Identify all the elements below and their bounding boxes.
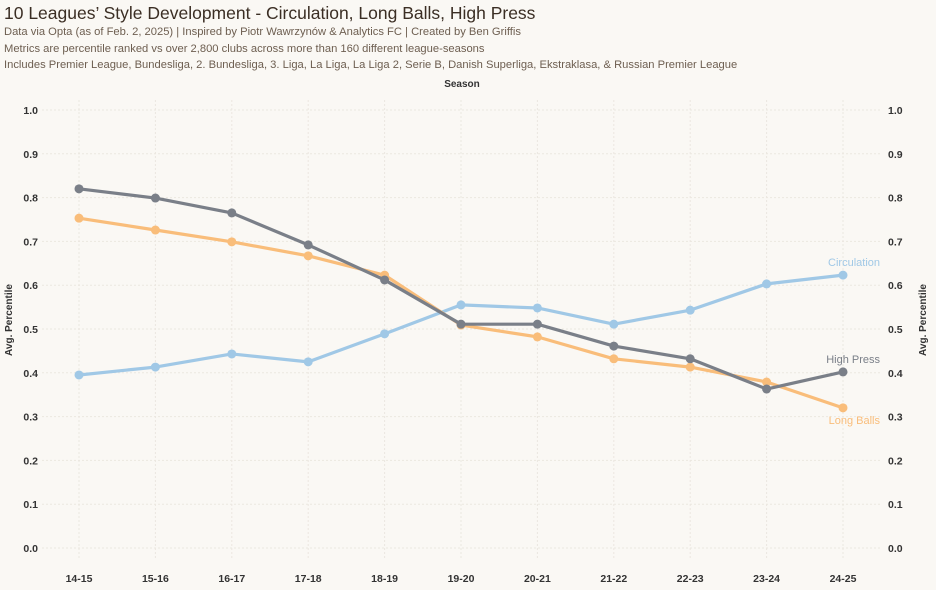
data-point-high-press: [456, 319, 466, 329]
subtitle-source: Data via Opta (as of Feb. 2, 2025) | Ins…: [4, 26, 521, 38]
series-label-long-balls: Long Balls: [829, 415, 881, 427]
data-point-circulation: [227, 349, 237, 359]
y-tick-label-right: 0.2: [888, 455, 903, 467]
y-tick-label-left: 0.3: [23, 412, 38, 424]
data-point-high-press: [609, 341, 619, 351]
y-tick-label-left: 0.9: [23, 149, 38, 161]
x-tick-label: 19-20: [448, 573, 475, 585]
x-tick-label: 16-17: [218, 573, 245, 585]
data-point-high-press: [150, 193, 160, 203]
x-tick-label: 20-21: [524, 573, 551, 585]
y-tick-label-right: 0.3: [888, 412, 903, 424]
data-point-high-press: [380, 275, 390, 285]
data-point-long-balls: [838, 403, 848, 413]
x-axis-title: Season: [444, 79, 480, 90]
data-point-high-press: [838, 367, 848, 377]
data-point-high-press: [74, 184, 84, 194]
y-tick-label-left: 1.0: [23, 105, 38, 117]
x-tick-label: 24-25: [830, 573, 857, 585]
x-tick-label: 18-19: [371, 573, 398, 585]
data-point-circulation: [609, 319, 619, 329]
data-point-long-balls: [150, 225, 160, 235]
data-point-circulation: [303, 357, 313, 367]
data-point-circulation: [380, 329, 390, 339]
y-tick-label-right: 0.0: [888, 543, 903, 555]
data-point-long-balls: [762, 377, 772, 387]
y-tick-label-right: 0.7: [888, 236, 903, 248]
data-point-long-balls: [74, 213, 84, 223]
data-point-circulation: [150, 362, 160, 372]
x-tick-label: 17-18: [295, 573, 322, 585]
data-point-circulation: [685, 305, 695, 315]
data-point-long-balls: [227, 237, 237, 247]
series-label-circulation: Circulation: [828, 257, 880, 269]
x-tick-label: 22-23: [677, 573, 704, 585]
data-point-high-press: [303, 240, 313, 250]
data-point-long-balls: [532, 332, 542, 342]
y-tick-label-left: 0.1: [23, 499, 38, 511]
y-tick-label-right: 0.6: [888, 280, 903, 292]
y-tick-label-left: 0.5: [23, 324, 38, 336]
y-axis-title-left: Avg. Percentile: [4, 284, 15, 356]
x-tick-label: 21-22: [600, 573, 627, 585]
y-tick-label-left: 0.0: [23, 543, 38, 555]
x-tick-label: 15-16: [142, 573, 169, 585]
data-point-circulation: [838, 270, 848, 280]
y-tick-label-right: 0.9: [888, 149, 903, 161]
data-point-circulation: [762, 279, 772, 289]
data-point-high-press: [762, 384, 772, 394]
x-tick-label: 14-15: [66, 573, 93, 585]
data-point-long-balls: [303, 251, 313, 261]
data-point-high-press: [227, 208, 237, 218]
subtitle-method: Metrics are percentile ranked vs over 2,…: [4, 43, 485, 55]
chart-title: 10 Leagues’ Style Development - Circulat…: [4, 3, 536, 23]
y-tick-label-right: 0.8: [888, 193, 903, 205]
y-axis-title-right: Avg. Percentile: [918, 284, 929, 356]
data-point-circulation: [532, 303, 542, 313]
y-tick-label-right: 0.1: [888, 499, 903, 511]
y-tick-label-left: 0.4: [23, 368, 38, 380]
y-tick-label-left: 0.7: [23, 236, 38, 248]
y-tick-label-left: 0.2: [23, 455, 38, 467]
y-tick-label-left: 0.6: [23, 280, 38, 292]
subtitle-leagues: Includes Premier League, Bundesliga, 2. …: [4, 59, 738, 71]
series-label-high-press: High Press: [826, 354, 880, 366]
y-tick-label-right: 0.5: [888, 324, 903, 336]
data-point-long-balls: [609, 354, 619, 364]
y-tick-label-right: 1.0: [888, 105, 903, 117]
data-point-circulation: [456, 300, 466, 310]
y-tick-label-left: 0.8: [23, 193, 38, 205]
data-point-high-press: [532, 319, 542, 329]
x-tick-label: 23-24: [753, 573, 780, 585]
data-point-high-press: [685, 354, 695, 364]
data-point-long-balls: [685, 362, 695, 372]
y-tick-label-right: 0.4: [888, 368, 903, 380]
data-point-circulation: [74, 370, 84, 380]
